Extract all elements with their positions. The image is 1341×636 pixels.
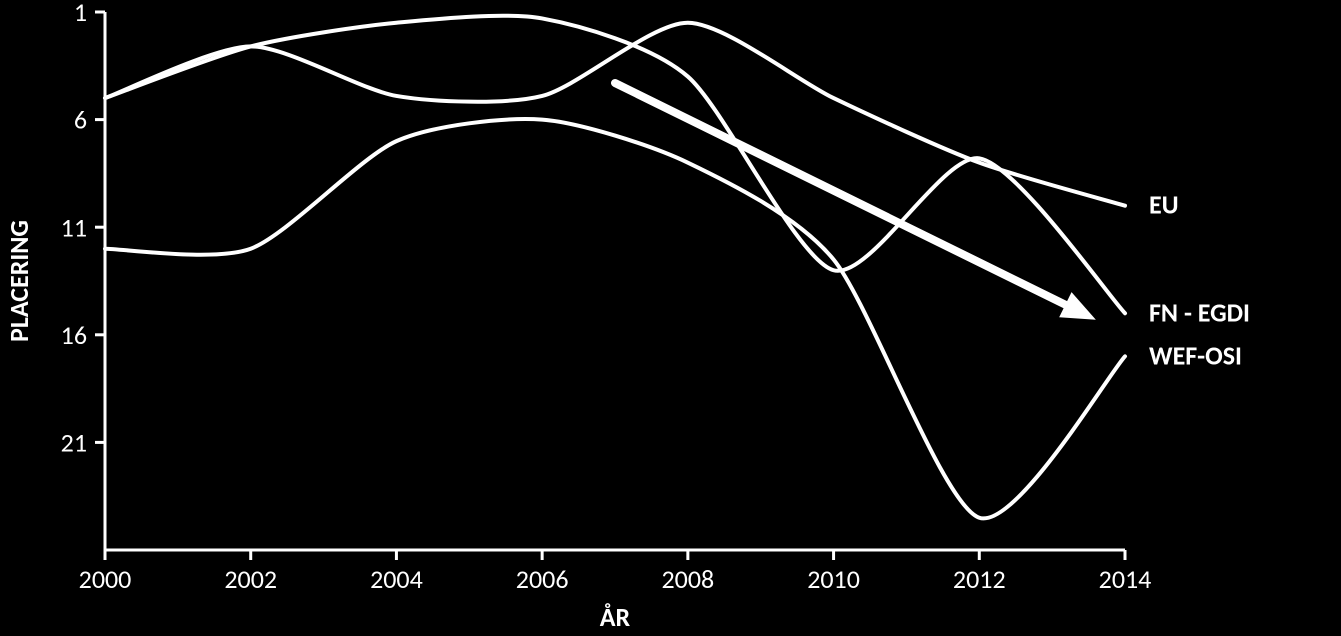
series-label-eu: EU: [1149, 189, 1179, 221]
x-tick-label: 2014: [1099, 563, 1152, 595]
x-tick-label: 2000: [79, 563, 132, 595]
chart-svg: 2000200220042006200820102012201416111621…: [0, 0, 1341, 636]
x-tick-label: 2002: [224, 563, 277, 595]
y-tick-label: 21: [61, 427, 87, 459]
y-tick-label: 11: [61, 211, 87, 243]
chart-background: [0, 0, 1341, 636]
ranking-chart: 2000200220042006200820102012201416111621…: [0, 0, 1341, 636]
x-tick-label: 2004: [370, 563, 423, 595]
x-tick-label: 2010: [807, 563, 860, 595]
y-axis-title: PLACERING: [3, 220, 35, 342]
y-tick-label: 16: [61, 319, 87, 351]
x-tick-label: 2008: [661, 563, 714, 595]
x-axis-title: ÅR: [600, 601, 631, 633]
series-label-fn-egdi: FN - EGDI: [1149, 296, 1250, 328]
x-tick-label: 2012: [953, 563, 1006, 595]
y-tick-label: 6: [74, 104, 87, 136]
series-label-wef-osi: WEF-OSI: [1149, 339, 1242, 371]
x-tick-label: 2006: [516, 563, 569, 595]
y-tick-label: 1: [74, 0, 87, 28]
